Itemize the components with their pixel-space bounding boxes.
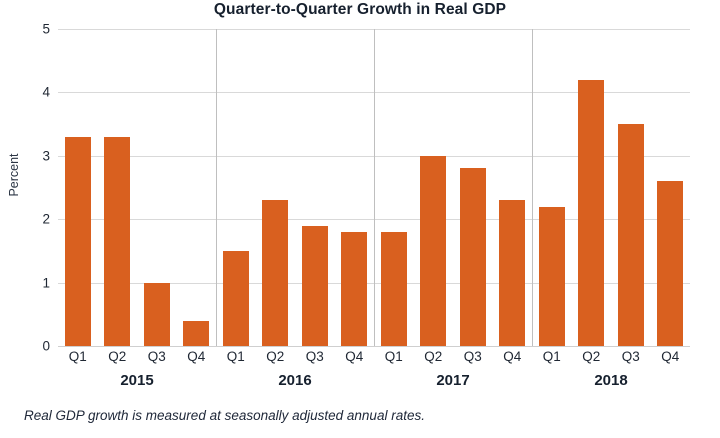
x-tick-label: Q2 — [582, 349, 601, 364]
bar — [143, 282, 170, 346]
year-separator — [532, 29, 533, 346]
bars-group — [58, 29, 690, 346]
x-tick-label: Q2 — [266, 349, 285, 364]
bar — [341, 231, 368, 346]
gridline: 0 — [42, 339, 690, 352]
x-tick-label: Q4 — [503, 349, 522, 364]
bar — [538, 206, 565, 346]
year-separator — [216, 29, 217, 346]
bar — [578, 79, 605, 346]
year-label: 2015 — [120, 372, 154, 389]
year-label: 2018 — [594, 372, 628, 389]
year-label: 2017 — [436, 372, 470, 389]
chart-title: Quarter-to-Quarter Growth in Real GDP — [213, 1, 507, 18]
chart-footnote: Real GDP growth is measured at seasonall… — [24, 408, 425, 423]
x-tick-label: Q3 — [621, 349, 640, 364]
y-tick-label: 0 — [42, 338, 50, 354]
x-axis-group-labels: 2015 2016 2017 2018 — [58, 372, 690, 394]
x-tick-label: Q1 — [384, 349, 403, 364]
x-tick-label: Q1 — [226, 349, 245, 364]
y-tick-label: 4 — [42, 84, 50, 100]
plot-area: 5 4 3 2 1 0 — [42, 22, 690, 352]
bar — [459, 168, 486, 346]
bar — [183, 320, 210, 346]
y-axis-title: Percent — [7, 153, 21, 197]
x-tick-label: Q1 — [68, 349, 87, 364]
x-tick-label: Q4 — [661, 349, 680, 364]
y-tick-label: 5 — [42, 21, 50, 37]
year-separator — [374, 29, 375, 346]
y-tick-label: 3 — [42, 148, 50, 164]
x-tick-label: Q2 — [108, 349, 127, 364]
x-tick-label: Q4 — [187, 349, 206, 364]
bar — [222, 250, 249, 346]
bar — [104, 136, 131, 346]
x-tick-label: Q2 — [424, 349, 443, 364]
x-axis-tick-labels: Q1 Q2 Q3 Q4 Q1 Q2 Q3 Q4 Q1 Q2 Q3 Q4 Q1 Q2 Q3 Q4 — [58, 349, 690, 369]
bar — [657, 181, 684, 346]
x-tick-label: Q3 — [305, 349, 324, 364]
bar — [301, 225, 328, 346]
y-tick-label: 2 — [42, 211, 50, 227]
bar — [420, 155, 447, 346]
x-tick-label: Q4 — [345, 349, 364, 364]
bar — [64, 136, 91, 346]
x-tick-label: Q3 — [463, 349, 482, 364]
year-label: 2016 — [278, 372, 312, 389]
x-tick-label: Q3 — [147, 349, 166, 364]
y-tick-label: 1 — [42, 274, 50, 290]
bar — [380, 231, 407, 346]
bar — [617, 124, 644, 346]
x-tick-label: Q1 — [542, 349, 561, 364]
bar — [262, 200, 289, 346]
bar — [499, 200, 526, 346]
